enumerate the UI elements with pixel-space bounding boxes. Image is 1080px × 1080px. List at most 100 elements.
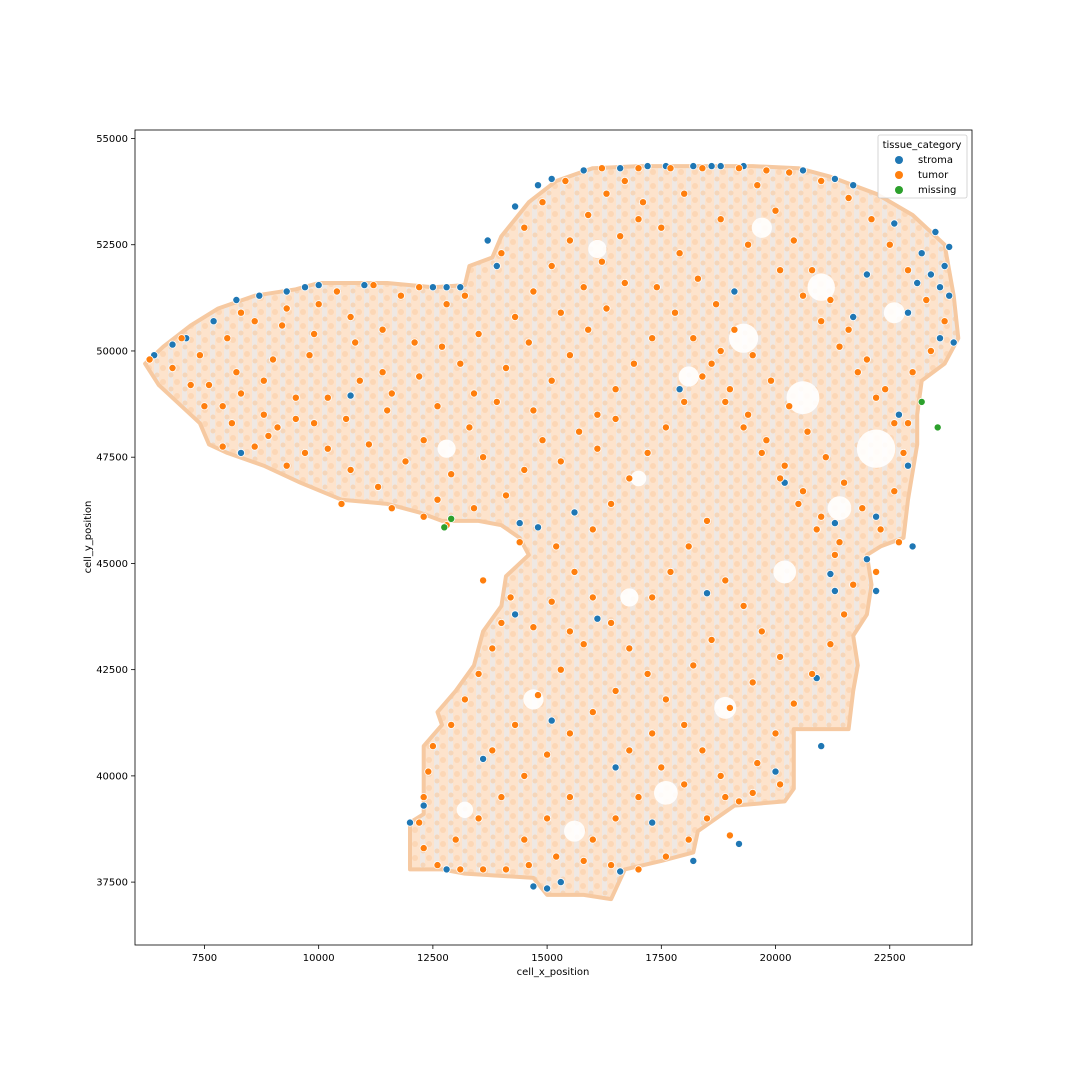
point-tumor	[584, 325, 593, 334]
legend-marker-stroma	[895, 156, 903, 164]
point-tumor	[310, 419, 319, 428]
point-tumor	[657, 763, 666, 772]
point-tumor	[616, 232, 625, 241]
point-tumor	[776, 652, 785, 661]
point-tumor	[725, 703, 734, 712]
point-stroma	[648, 818, 657, 827]
tissue-void	[807, 273, 835, 301]
point-stroma	[300, 283, 309, 292]
point-stroma	[556, 878, 565, 887]
point-tumor	[342, 414, 351, 423]
point-tumor	[204, 380, 213, 389]
point-tumor	[364, 440, 373, 449]
point-stroma	[716, 162, 725, 171]
point-tumor	[840, 610, 849, 619]
point-tumor	[497, 249, 506, 258]
point-tumor	[703, 516, 712, 525]
point-stroma	[872, 512, 881, 521]
point-stroma	[232, 295, 241, 304]
point-tumor	[680, 397, 689, 406]
point-tumor	[588, 525, 597, 534]
point-tumor	[625, 644, 634, 653]
point-tumor	[351, 338, 360, 347]
point-tumor	[625, 474, 634, 483]
point-stroma	[936, 283, 945, 292]
point-tumor	[771, 206, 780, 215]
point-tumor	[808, 669, 817, 678]
point-tumor	[332, 287, 341, 296]
legend-title: tissue_category	[883, 140, 962, 151]
point-tumor	[821, 453, 830, 462]
point-tumor	[565, 236, 574, 245]
tissue-void	[630, 470, 647, 487]
point-tumor	[858, 504, 867, 513]
point-tumor	[899, 448, 908, 457]
point-stroma	[862, 555, 871, 564]
point-tumor	[748, 678, 757, 687]
point-tumor	[588, 708, 597, 717]
point-tumor	[799, 291, 808, 300]
point-tumor	[556, 308, 565, 317]
point-tumor	[707, 359, 716, 368]
point-tumor	[556, 457, 565, 466]
point-tumor	[657, 223, 666, 232]
point-missing	[447, 514, 456, 523]
point-tumor	[419, 793, 428, 802]
point-tumor	[437, 342, 446, 351]
point-tumor	[648, 729, 657, 738]
point-tumor	[419, 436, 428, 445]
tissue-void	[564, 820, 586, 842]
point-tumor	[501, 491, 510, 500]
point-tumor	[904, 419, 913, 428]
point-tumor	[762, 436, 771, 445]
point-stroma	[442, 283, 451, 292]
point-tumor	[415, 283, 424, 292]
point-tumor	[885, 240, 894, 249]
point-tumor	[785, 168, 794, 177]
point-tumor	[396, 291, 405, 300]
point-tumor	[693, 274, 702, 283]
point-tumor	[716, 346, 725, 355]
point-tumor	[195, 351, 204, 360]
point-tumor	[661, 695, 670, 704]
point-tumor	[593, 444, 602, 453]
point-missing	[933, 423, 942, 432]
y-tick-label: 45000	[96, 559, 128, 570]
point-tumor	[401, 457, 410, 466]
point-stroma	[771, 767, 780, 776]
legend: tissue_category stroma tumor missing	[877, 134, 968, 199]
point-tumor	[725, 385, 734, 394]
point-stroma	[534, 523, 543, 532]
point-tumor	[323, 393, 332, 402]
point-tumor	[776, 780, 785, 789]
point-tumor	[538, 198, 547, 207]
point-tumor	[579, 856, 588, 865]
point-tumor	[387, 389, 396, 398]
point-stroma	[703, 589, 712, 598]
point-tumor	[474, 329, 483, 338]
point-stroma	[849, 312, 858, 321]
point-tumor	[570, 567, 579, 576]
point-tumor	[803, 427, 812, 436]
point-tumor	[639, 198, 648, 207]
point-tumor	[323, 444, 332, 453]
point-tumor	[447, 470, 456, 479]
x-tick-label: 15000	[531, 953, 563, 964]
point-stroma	[949, 338, 958, 347]
point-tumor	[479, 453, 488, 462]
point-tumor	[200, 402, 209, 411]
tissue-void	[588, 239, 607, 259]
point-tumor	[433, 861, 442, 870]
point-tumor	[529, 287, 538, 296]
point-tumor	[789, 699, 798, 708]
point-tumor	[374, 482, 383, 491]
point-stroma	[236, 448, 245, 457]
points-layer	[145, 162, 958, 893]
point-tumor	[456, 359, 465, 368]
point-tumor	[876, 525, 885, 534]
point-tumor	[597, 164, 606, 173]
point-tumor	[346, 312, 355, 321]
point-tumor	[881, 385, 890, 394]
point-tumor	[611, 814, 620, 823]
